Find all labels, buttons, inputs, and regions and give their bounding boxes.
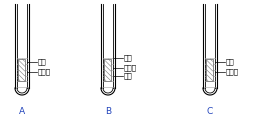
Bar	[18, 59, 25, 81]
Text: 铜片: 铜片	[124, 55, 133, 61]
Text: 溶液: 溶液	[124, 73, 133, 79]
Text: B: B	[105, 107, 111, 117]
Text: 锌片: 锌片	[226, 59, 235, 65]
Bar	[103, 59, 111, 81]
Text: A: A	[19, 107, 25, 117]
Text: 铁片: 铁片	[38, 59, 47, 65]
Text: 硝酸银: 硝酸银	[124, 65, 137, 71]
Text: 稀盐酸: 稀盐酸	[38, 69, 51, 75]
Text: 稀盐酸: 稀盐酸	[226, 69, 239, 75]
Text: C: C	[207, 107, 213, 117]
Bar	[206, 59, 213, 81]
